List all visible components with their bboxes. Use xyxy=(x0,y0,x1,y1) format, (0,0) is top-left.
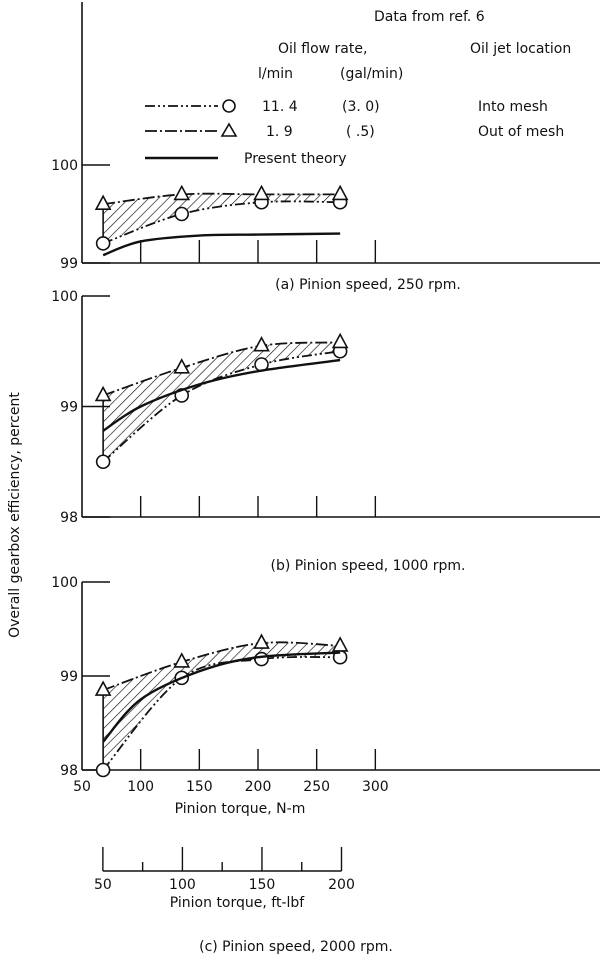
series-line-out-of-mesh-2 xyxy=(102,641,341,691)
y-tick-label-2-0: 98 xyxy=(60,763,78,779)
x-tick-label-nm-0: 50 xyxy=(73,779,91,795)
hatched-band-1 xyxy=(103,342,341,462)
y-tick-label-1-0: 98 xyxy=(60,510,78,526)
panel-c-2000rpm: 98 99 100 xyxy=(51,575,600,779)
legend-theory-label: Present theory xyxy=(244,151,347,167)
legend-triangle-marker xyxy=(220,122,238,137)
y-tick-label-0-0: 99 xyxy=(60,256,78,272)
x-tick-label-ftlbf-1: 100 xyxy=(169,877,196,893)
series-line-theory-2 xyxy=(102,651,341,743)
point-into-mesh-1-0 xyxy=(95,454,111,470)
point-out-of-mesh-0-2 xyxy=(253,184,270,201)
hatched-band-2 xyxy=(103,642,341,770)
legend-flow-header: Oil flow rate, xyxy=(278,41,367,57)
hatched-band-0 xyxy=(103,193,341,244)
point-out-of-mesh-0-3 xyxy=(331,184,349,201)
x-tick-label-nm-4: 250 xyxy=(303,779,330,795)
legend-units-us: (gal/min) xyxy=(340,66,403,82)
series-line-theory-0 xyxy=(102,232,341,257)
x-tick-label-ftlbf-0: 50 xyxy=(94,877,112,893)
point-out-of-mesh-2-1 xyxy=(173,652,191,668)
x-axis-ftlbf: 50 100 150 200 xyxy=(94,847,355,893)
point-out-of-mesh-0-0 xyxy=(94,194,112,210)
point-out-of-mesh-1-2 xyxy=(253,336,270,352)
panel-a-250rpm: 99 100 xyxy=(51,2,600,272)
y-tick-label-2-2: 100 xyxy=(51,575,78,591)
x-tick-label-nm-1: 100 xyxy=(127,779,154,795)
legend-into-location: Into mesh xyxy=(478,99,548,115)
y-axis-label: Overall gearbox efficiency, percent xyxy=(7,392,23,638)
legend: Data from ref. 6 Oil flow rate, Oil jet … xyxy=(145,9,571,167)
point-into-mesh-2-2 xyxy=(254,651,269,667)
legend-source: Data from ref. 6 xyxy=(374,9,485,25)
y-tick-label-1-2: 100 xyxy=(51,289,78,305)
series-line-into-mesh-0 xyxy=(102,200,341,245)
point-out-of-mesh-2-2 xyxy=(253,633,270,649)
legend-into-si: 11. 4 xyxy=(262,99,298,115)
legend-units-si: l/min xyxy=(258,66,293,82)
panel-c-title: (c) Pinion speed, 2000 rpm. xyxy=(199,939,393,955)
series-line-out-of-mesh-0 xyxy=(103,192,341,206)
point-out-of-mesh-1-0 xyxy=(94,385,112,402)
x-axis-nm-label: Pinion torque, N-m xyxy=(175,801,306,817)
y-tick-label-0-1: 100 xyxy=(51,158,78,174)
point-out-of-mesh-2-0 xyxy=(94,680,112,696)
panel-b-1000rpm: 98 99 100 xyxy=(51,289,600,526)
series-line-theory-1 xyxy=(102,358,341,432)
series-line-into-mesh-2 xyxy=(102,656,341,771)
x-tick-label-ftlbf-2: 150 xyxy=(249,877,276,893)
legend-into-us: (3. 0) xyxy=(342,99,380,115)
legend-out-us: ( .5) xyxy=(346,124,375,140)
x-tick-label-ftlbf-3: 200 xyxy=(328,877,355,893)
point-into-mesh-0-1 xyxy=(174,206,190,222)
x-tick-label-nm-3: 200 xyxy=(245,779,272,795)
series-line-out-of-mesh-1 xyxy=(102,341,341,397)
x-axis-nm-ticks: 50 100 150 200 250 300 xyxy=(73,779,389,795)
point-out-of-mesh-0-1 xyxy=(173,184,191,201)
x-tick-label-nm-2: 150 xyxy=(186,779,213,795)
legend-location-header: Oil jet location xyxy=(470,41,571,57)
point-into-mesh-2-0 xyxy=(95,762,111,778)
y-tick-label-1-1: 99 xyxy=(60,400,78,416)
y-tick-label-2-1: 99 xyxy=(60,669,78,685)
point-out-of-mesh-1-1 xyxy=(173,358,191,374)
x-axis-ftlbf-label: Pinion torque, ft-lbf xyxy=(170,895,306,911)
point-out-of-mesh-1-3 xyxy=(331,332,349,349)
point-out-of-mesh-2-3 xyxy=(331,636,349,652)
x-tick-label-nm-5: 300 xyxy=(362,779,389,795)
legend-out-si: 1. 9 xyxy=(266,124,293,140)
panel-a-title: (a) Pinion speed, 250 rpm. xyxy=(275,277,461,293)
panel-b-title: (b) Pinion speed, 1000 rpm. xyxy=(271,558,466,574)
legend-out-location: Out of mesh xyxy=(478,124,564,140)
point-into-mesh-0-0 xyxy=(95,236,111,251)
legend-circle-marker xyxy=(222,99,236,113)
